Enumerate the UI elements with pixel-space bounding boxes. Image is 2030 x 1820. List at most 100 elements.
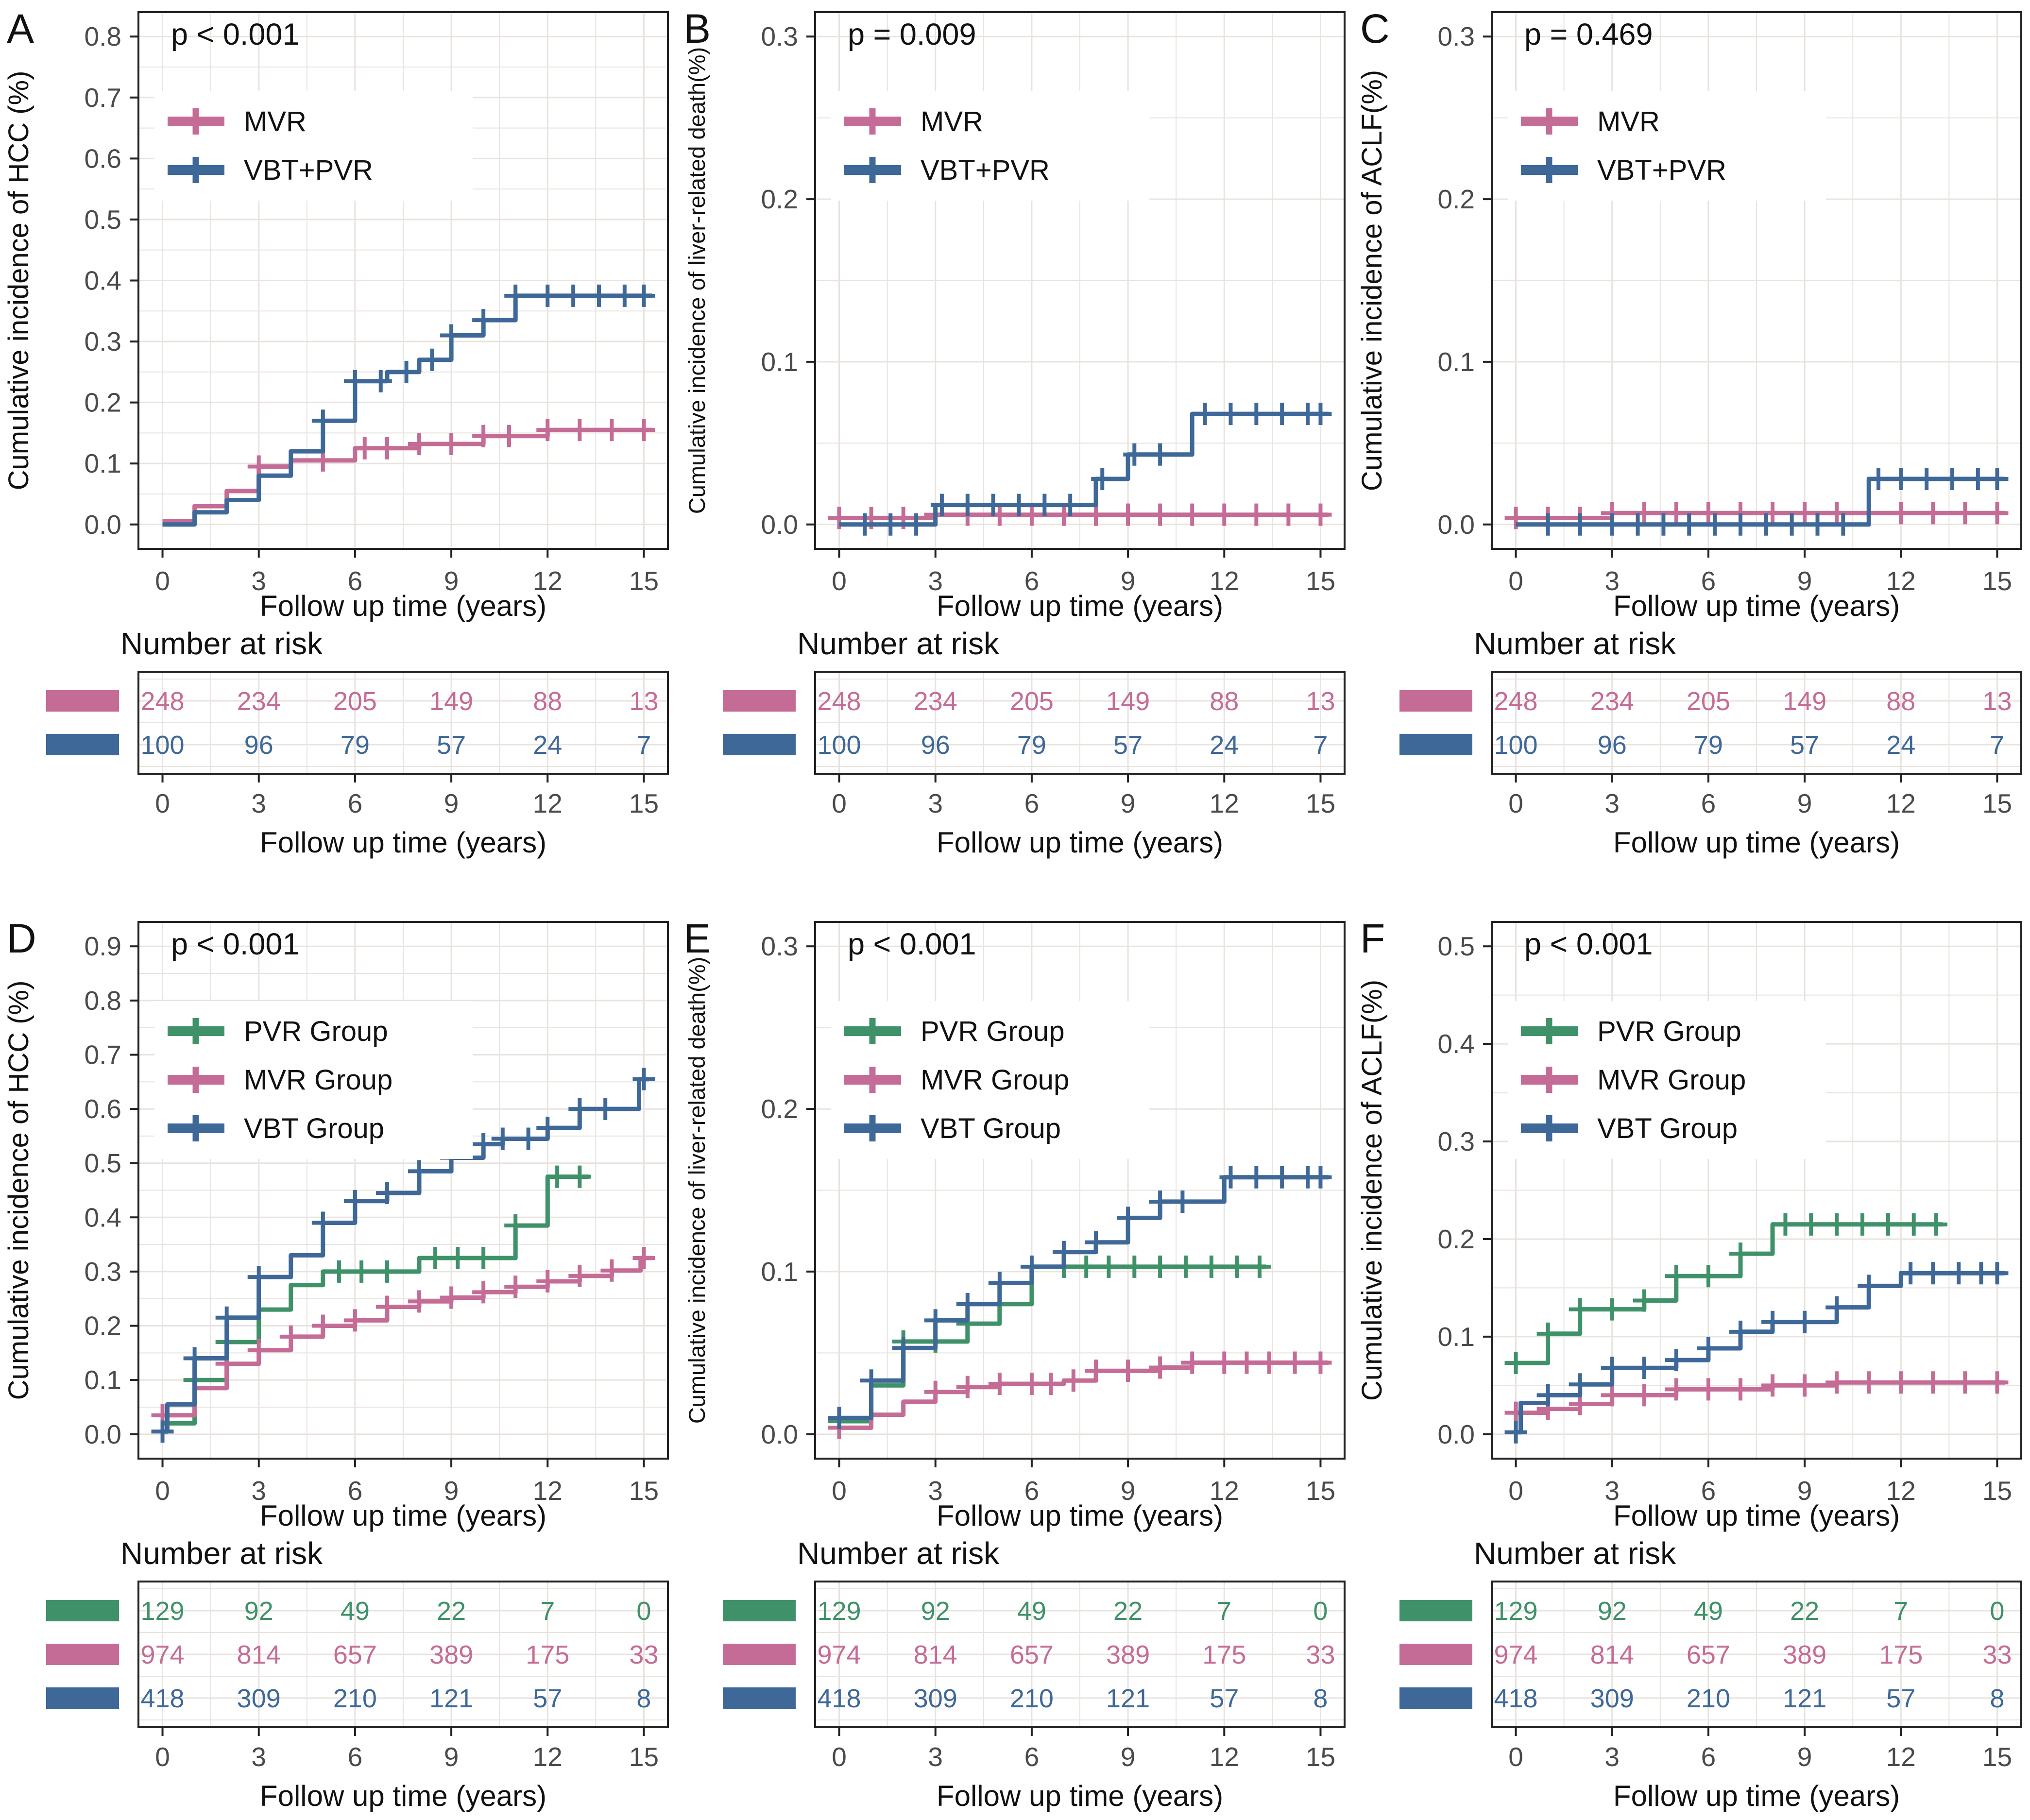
censor-marks-VBT+PVR [853, 403, 1332, 536]
x-tick-label: 12 [1210, 566, 1239, 596]
legend: MVR VBT+PVR [154, 91, 473, 201]
risk-count: 49 [1017, 1597, 1046, 1626]
x-axis-title: Follow up time (years) [260, 590, 546, 622]
x-tick-label: 0 [155, 566, 170, 596]
legend-label: PVR Group [1597, 1016, 1741, 1047]
x-tick-label: 3 [1604, 1476, 1620, 1506]
risk-count: 49 [1694, 1597, 1723, 1626]
x-tick-label: 9 [444, 1476, 459, 1506]
risk-count: 22 [437, 1597, 466, 1626]
risk-legend-swatch-VBT Group [46, 1687, 119, 1709]
panel-letter: F [1360, 916, 1385, 961]
x-tick-label: 0 [1508, 566, 1523, 596]
panel-letter: D [7, 916, 36, 961]
y-axis-title: Cumulative incidence of liver-related de… [684, 47, 710, 514]
y-tick-label: 0.9 [85, 931, 121, 961]
risk-x-tick-label: 12 [1886, 1742, 1916, 1772]
risk-count: 100 [817, 731, 861, 760]
risk-count: 88 [533, 687, 562, 716]
x-tick-label: 6 [1024, 566, 1040, 596]
legend-background [154, 91, 473, 201]
panel-letter: A [7, 6, 34, 51]
risk-x-tick-label: 9 [1797, 788, 1812, 818]
risk-x-tick-label: 12 [1886, 788, 1916, 818]
risk-count: 0 [1313, 1597, 1328, 1626]
censor-marks-VBT Group [1504, 1262, 2009, 1444]
risk-x-tick-label: 15 [1982, 788, 2012, 818]
y-tick-label: 0.5 [85, 1148, 121, 1178]
risk-axis-ticks [1515, 1727, 1998, 1736]
legend: MVR VBT+PVR [831, 91, 1149, 201]
axis-ticks [806, 945, 1322, 1467]
risk-count: 24 [1210, 731, 1239, 760]
axis-ticks [130, 35, 645, 558]
risk-count: 7 [540, 1597, 555, 1626]
y-tick-label: 0.2 [85, 388, 121, 418]
risk-count: 24 [1886, 731, 1915, 760]
risk-count: 7 [1313, 731, 1328, 760]
risk-row-MVR Group: 974 814 657 389 175 33 [817, 1640, 1335, 1669]
risk-border [814, 1581, 1346, 1728]
legend-label: VBT Group [1597, 1113, 1738, 1144]
legend-entry-VBT Group: VBT Group [844, 1113, 1061, 1144]
x-axis-title: Follow up time (years) [260, 1499, 546, 1532]
legend-label: MVR [244, 106, 307, 137]
x-tick-label: 9 [1121, 566, 1136, 596]
y-tick-label: 0.4 [85, 1202, 121, 1232]
legend: PVR Group MVR Group VBT Group [154, 1001, 473, 1159]
legend-entry-PVR Group: PVR Group [844, 1016, 1065, 1047]
risk-axis-ticks [161, 1727, 645, 1736]
axis-ticks [806, 35, 1322, 558]
legend-label: VBT Group [921, 1113, 1061, 1144]
risk-count: 418 [1494, 1684, 1537, 1713]
risk-x-axis-title: Follow up time (years) [1613, 826, 1900, 859]
panel-border [1491, 11, 2022, 550]
risk-x-tick-label: 9 [1797, 1742, 1812, 1772]
legend-entry-VBT Group: VBT Group [168, 1113, 384, 1144]
risk-count: 234 [1590, 687, 1634, 716]
risk-count: 389 [429, 1640, 473, 1669]
risk-count: 100 [1494, 731, 1537, 760]
x-tick-label: 12 [1886, 1476, 1916, 1506]
risk-count: 33 [1306, 1640, 1335, 1669]
y-tick-label: 0.0 [761, 1419, 798, 1449]
legend-background [831, 91, 1149, 201]
legend-label: MVR [1597, 106, 1660, 137]
y-tick-label: 0.1 [761, 1257, 798, 1287]
risk-legend-swatch-MVR Group [1399, 1644, 1472, 1665]
risk-x-tick-label: 15 [629, 788, 659, 818]
x-tick-label: 15 [1982, 566, 2012, 596]
panel-letter: B [683, 6, 711, 51]
risk-row-MVR: 248 234 205 149 88 13 [1494, 687, 2012, 716]
risk-count: 8 [1313, 1684, 1328, 1713]
panel-letter: C [1360, 6, 1390, 51]
risk-count: 210 [333, 1684, 377, 1713]
p-value-label: p < 0.001 [848, 927, 976, 961]
x-tick-label: 6 [1701, 566, 1716, 596]
risk-x-tick-label: 3 [928, 1742, 943, 1772]
risk-count: 657 [1010, 1640, 1054, 1669]
risk-row-VBT Group: 418 309 210 121 57 8 [1494, 1684, 2004, 1713]
risk-legend-swatch-MVR Group [723, 1644, 796, 1665]
risk-x-tick-label: 6 [1701, 788, 1716, 818]
risk-count: 248 [1494, 687, 1537, 716]
risk-count: 57 [1210, 1684, 1239, 1713]
x-tick-label: 15 [1306, 566, 1335, 596]
risk-count: 0 [636, 1597, 651, 1626]
y-tick-label: 0.8 [85, 21, 121, 51]
y-tick-label: 0.4 [85, 266, 121, 296]
risk-table-title: Number at risk [120, 1536, 323, 1571]
x-tick-label: 9 [1121, 1476, 1136, 1506]
risk-x-tick-label: 3 [928, 788, 943, 818]
risk-count: 149 [1783, 687, 1826, 716]
y-tick-label: 0.8 [85, 986, 121, 1016]
panel-border [814, 921, 1346, 1460]
risk-legend-swatch-MVR [1399, 690, 1472, 712]
censor-marks-PVR Group [1504, 1213, 1947, 1375]
y-tick-label: 0.7 [85, 83, 121, 113]
